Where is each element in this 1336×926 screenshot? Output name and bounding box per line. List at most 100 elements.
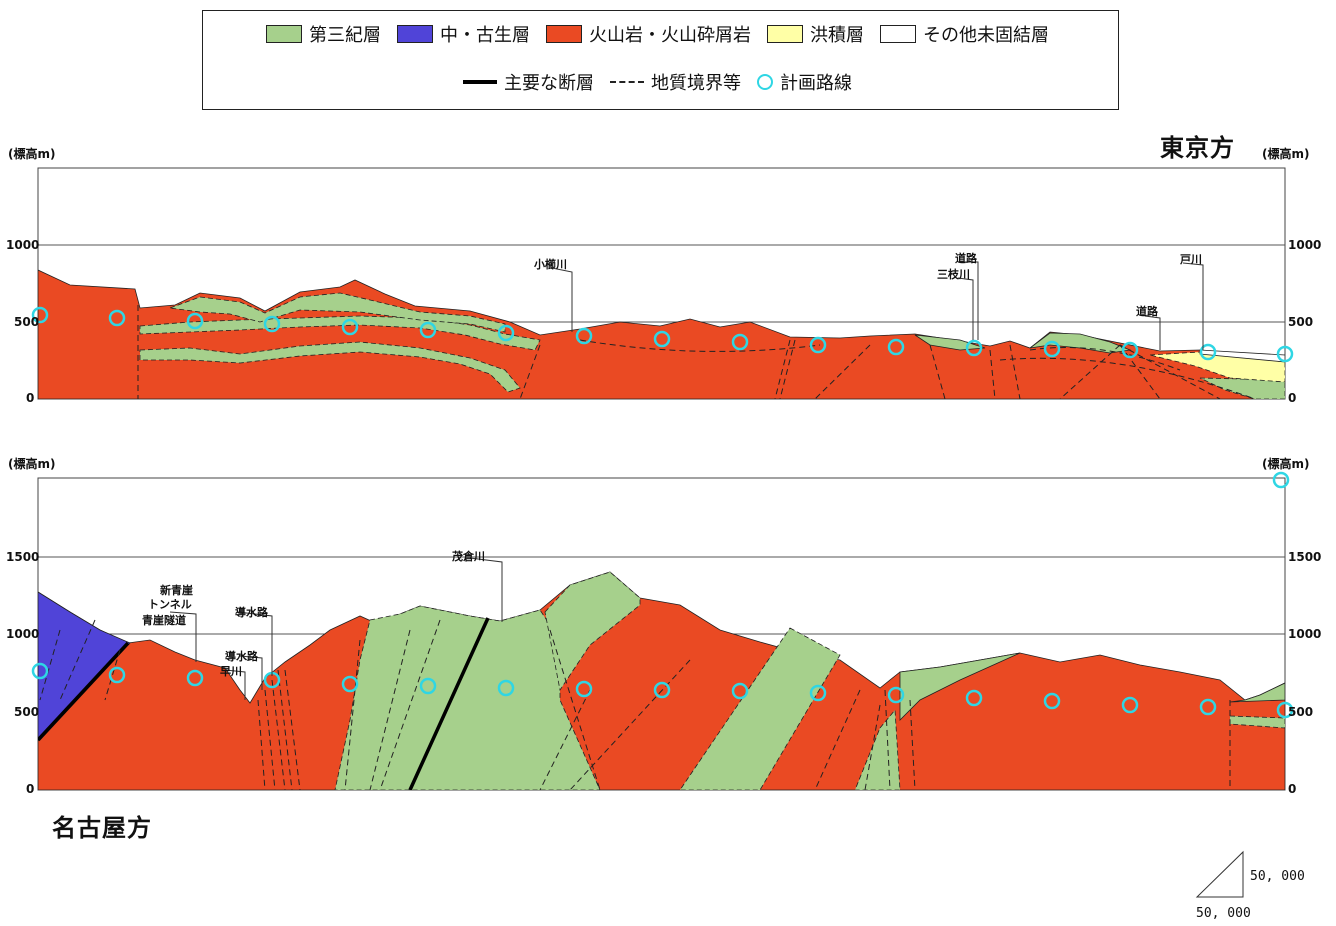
legend-label-boundary: 地質境界等 <box>651 73 741 94</box>
legend-label-paleozoic: 中・古生層 <box>440 25 530 46</box>
route-circle-top <box>497 324 515 342</box>
top-direction-label: 東京方 <box>1160 134 1235 162</box>
legend-item-fault: 主要な断層 <box>463 69 594 95</box>
bottom-tick-right-500: 500 <box>1288 705 1314 719</box>
bottom-profile <box>31 471 1294 898</box>
top-tertiary-east-2 <box>1199 377 1285 399</box>
legend-item-diluvium: 洪積層 <box>767 21 864 47</box>
route-circle-bottom <box>965 689 983 707</box>
bottom-tick-left-1000: 1000 <box>6 627 40 641</box>
scale-vertical-label: 50, 000 <box>1250 869 1305 884</box>
legend-row-lines: 主要な断層 地質境界等 計画路線 <box>203 69 1118 95</box>
bottom-fault-west <box>38 641 130 742</box>
label-mogura-gawa: 茂倉川 <box>452 550 485 563</box>
legend-fault-line <box>463 80 497 84</box>
river-label-saegusa: 三枝川 <box>937 268 970 281</box>
bottom-tick-right-0: 0 <box>1288 782 1297 796</box>
route-circle-top <box>1276 345 1294 363</box>
route-circle-top <box>186 312 204 330</box>
route-circle-bottom <box>419 677 437 695</box>
route-circle-bottom <box>809 684 827 702</box>
route-circle-top <box>1121 341 1139 359</box>
legend-item-tertiary: 第三紀層 <box>266 21 381 47</box>
legend-item-unconsolidated: その他未固結層 <box>880 21 1049 47</box>
route-circle-top <box>653 330 671 348</box>
top-unit-right: (標高m) <box>1262 147 1310 161</box>
route-circle-top <box>887 338 905 356</box>
route-circle-bottom <box>1199 698 1217 716</box>
route-circle-bottom <box>186 669 204 687</box>
bottom-tertiary-east-2 <box>1229 682 1285 703</box>
top-tertiary-band-3 <box>169 292 506 333</box>
top-unit-left: (標高m) <box>8 147 56 161</box>
road-label-2: 道路 <box>1136 305 1158 318</box>
bottom-unit-right: (標高m) <box>1262 457 1310 471</box>
legend-label-volcanic: 火山岩・火山砕屑岩 <box>589 25 751 46</box>
route-circle-top <box>575 327 593 345</box>
legend-item-route: 計画路線 <box>757 69 852 95</box>
route-circle-top <box>965 339 983 357</box>
top-leaders <box>551 261 1204 350</box>
river-label-togawa: 戸川 <box>1180 253 1202 266</box>
legend-route-circle-icon <box>757 74 773 90</box>
top-tick-left-0: 0 <box>26 391 35 405</box>
route-circle-top <box>108 309 126 327</box>
top-tick-left-500: 500 <box>14 315 40 329</box>
route-circle-bottom <box>575 680 593 698</box>
route-circle-top <box>419 321 437 339</box>
top-profile <box>31 167 1294 400</box>
scale-horizontal-label: 50, 000 <box>1196 906 1251 921</box>
top-tick-right-1000: 1000 <box>1288 238 1322 252</box>
top-tick-left-1000: 1000 <box>6 238 40 252</box>
top-tertiary-band-2 <box>139 341 521 393</box>
legend-label-tertiary: 第三紀層 <box>309 25 381 46</box>
route-circle-bottom <box>341 675 359 693</box>
bottom-direction-label: 名古屋方 <box>52 814 152 842</box>
legend-swatch-unconsolidated <box>880 25 916 43</box>
label-dosuiro-2: 導水路 <box>225 650 258 663</box>
river-label-ogushi: 小櫛川 <box>534 258 567 271</box>
legend-label-unconsolidated: その他未固結層 <box>923 25 1049 46</box>
route-circle-top <box>31 306 49 324</box>
route-circle-bottom <box>653 681 671 699</box>
bottom-tick-left-0: 0 <box>26 782 35 796</box>
route-circle-top <box>731 333 749 351</box>
route-circle-top <box>1043 340 1061 358</box>
scale-triangle-icon <box>1195 850 1244 898</box>
bottom-tertiary-band-3 <box>679 627 841 790</box>
legend-item-volcanic: 火山岩・火山砕屑岩 <box>546 21 751 47</box>
bottom-unit-left: (標高m) <box>8 457 56 471</box>
label-aoguse-zuido: 青崖隧道 <box>142 614 186 627</box>
bottom-tertiary-east-1 <box>899 652 1021 721</box>
label-shin-aoguse: 新青崖 <box>160 584 193 597</box>
route-circle-bottom <box>1043 692 1061 710</box>
legend-row-units: 第三紀層 中・古生層 火山岩・火山砕屑岩 洪積層 その他未固結層 <box>203 21 1118 47</box>
top-route-circles <box>31 306 1294 363</box>
legend-swatch-paleozoic <box>397 25 433 43</box>
route-circle-bottom <box>497 679 515 697</box>
bottom-fault-central <box>408 617 490 790</box>
legend-boundary-line <box>610 81 644 83</box>
label-dosuiro-1: 導水路 <box>235 606 268 619</box>
label-hayakawa: 早川 <box>220 665 242 678</box>
bottom-tick-right-1500: 1500 <box>1288 550 1322 564</box>
route-circle-top <box>809 336 827 354</box>
bottom-tertiary-block-2 <box>544 571 641 692</box>
top-tick-right-0: 0 <box>1288 391 1297 405</box>
legend-swatch-volcanic <box>546 25 582 43</box>
bottom-tick-left-1500: 1500 <box>6 550 40 564</box>
legend-item-boundary: 地質境界等 <box>610 69 741 95</box>
bottom-tick-right-1000: 1000 <box>1288 627 1322 641</box>
legend-label-diluvium: 洪積層 <box>810 25 864 46</box>
top-tertiary-band-1 <box>139 315 541 351</box>
route-circle-bottom <box>887 686 905 704</box>
route-circle-bottom <box>1276 701 1294 719</box>
legend-label-fault: 主要な断層 <box>504 73 594 94</box>
route-circle-top <box>263 315 281 333</box>
legend-swatch-tertiary <box>266 25 302 43</box>
bottom-leaders <box>169 557 503 700</box>
bottom-boundaries <box>39 619 1231 790</box>
top-boundaries <box>137 305 1256 399</box>
label-tunnel: トンネル <box>148 598 192 611</box>
